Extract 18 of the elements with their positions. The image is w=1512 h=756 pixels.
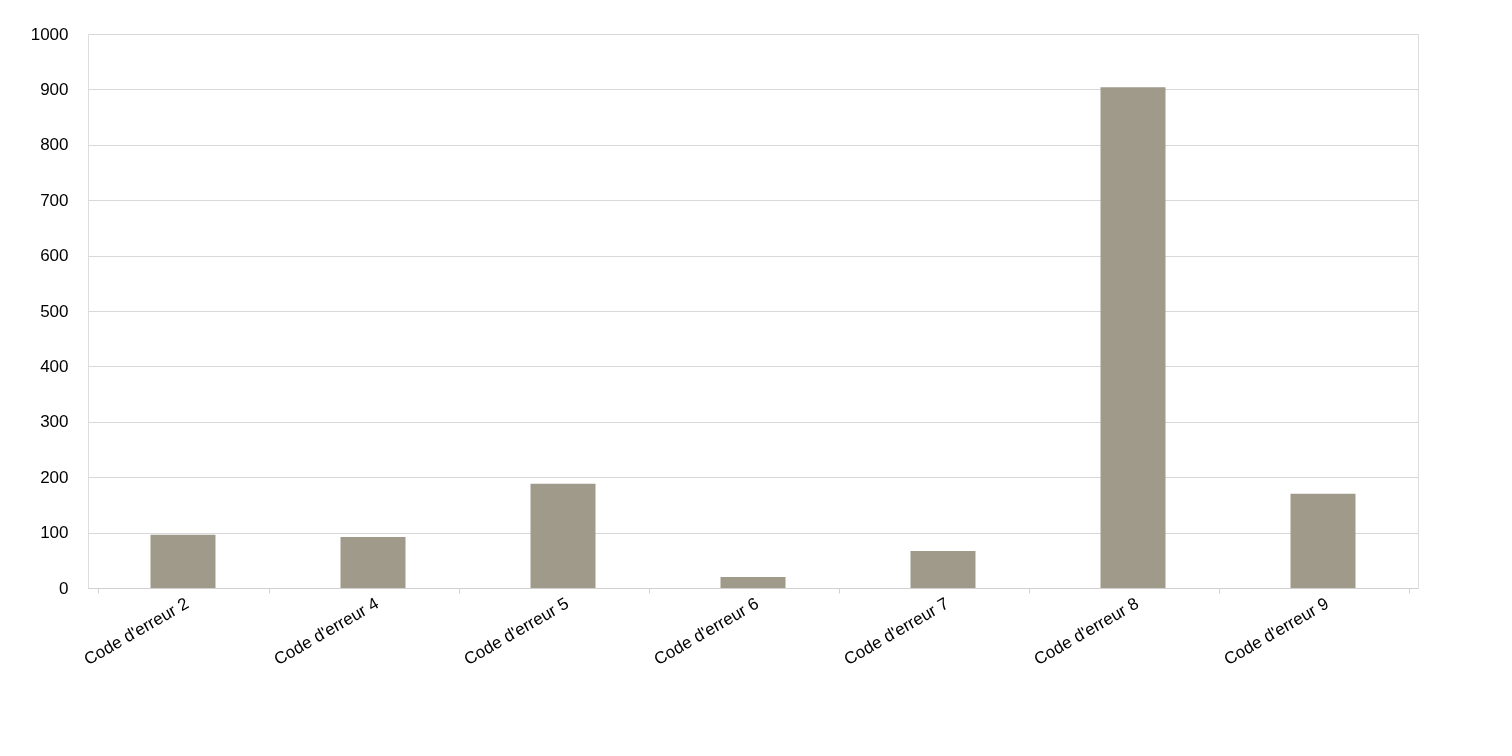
bar bbox=[1100, 87, 1166, 588]
bar bbox=[910, 550, 976, 588]
bar bbox=[530, 483, 596, 588]
bar bbox=[340, 537, 406, 588]
y-tick-label: 100 bbox=[40, 523, 69, 543]
y-tick-label: 400 bbox=[40, 356, 69, 376]
y-tick-label: 300 bbox=[40, 412, 69, 432]
bar bbox=[150, 534, 216, 588]
bar bbox=[1290, 493, 1356, 588]
y-tick-label: 900 bbox=[40, 79, 69, 99]
y-tick-label: 200 bbox=[40, 467, 69, 487]
y-tick-label: 700 bbox=[40, 190, 69, 210]
y-tick-label: 600 bbox=[40, 246, 69, 266]
y-tick-label: 800 bbox=[40, 135, 69, 155]
y-tick-label: 500 bbox=[40, 301, 69, 321]
y-tick-label: 1000 bbox=[30, 24, 69, 44]
y-tick-label: 0 bbox=[59, 578, 69, 598]
bar bbox=[720, 576, 786, 588]
